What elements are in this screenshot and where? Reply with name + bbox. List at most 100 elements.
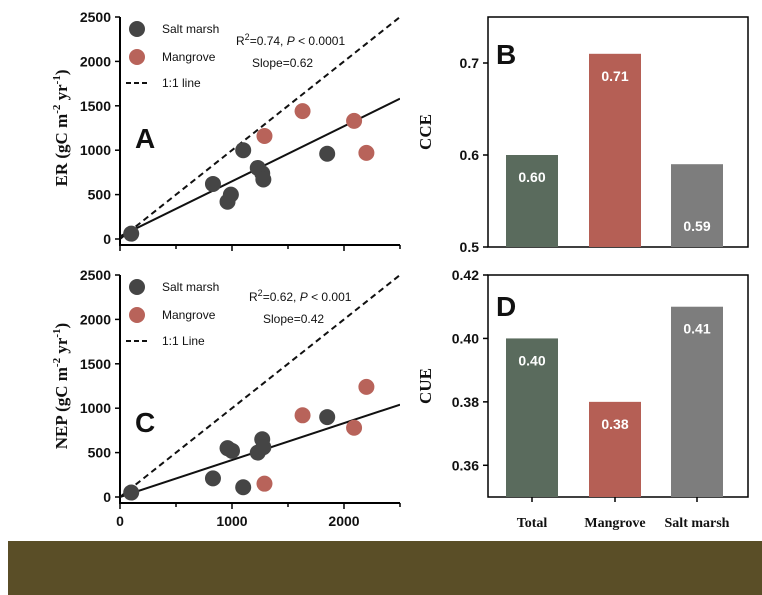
- data-point-mangrove: [358, 378, 375, 395]
- annotation-r-exp: 2: [258, 288, 263, 298]
- data-point-salt-marsh: [204, 175, 221, 192]
- y-tick-label: 500: [88, 445, 112, 461]
- bar-salt-marsh: [671, 164, 723, 247]
- bar-total: [506, 338, 558, 497]
- y-axis-label-base: NEP (gC m: [52, 367, 71, 449]
- annotation-p-value: < 0.001: [308, 290, 352, 304]
- y-tick-label: 1000: [80, 400, 111, 416]
- y-axis-label-exp: -1: [51, 75, 63, 84]
- data-point-mangrove: [346, 419, 363, 436]
- data-point-salt-marsh: [235, 479, 252, 496]
- y-axis-label-end: ): [52, 323, 71, 329]
- bar-value-label: 0.59: [683, 218, 710, 234]
- y-tick-label: 2500: [80, 267, 111, 283]
- legend-label: Salt marsh: [162, 280, 219, 294]
- y-tick-label: 0: [103, 231, 111, 247]
- y-tick-label: 0.38: [452, 394, 479, 410]
- data-point-mangrove: [294, 103, 311, 120]
- bar-value-label: 0.60: [518, 169, 545, 185]
- annotation-r: R: [236, 34, 245, 48]
- data-point-salt-marsh: [123, 484, 140, 501]
- bar-value-label: 0.40: [518, 352, 545, 368]
- y-axis-label-end: ): [52, 69, 71, 75]
- y-axis-label-mid: yr: [52, 337, 71, 358]
- bar-value-label: 0.38: [601, 416, 628, 432]
- bar-mangrove: [589, 53, 641, 247]
- y-tick-label: 0.7: [460, 55, 480, 71]
- y-axis-label-exp: -2: [51, 357, 63, 367]
- obscured-footer-band: [8, 541, 762, 595]
- y-tick-label: 1000: [80, 142, 111, 158]
- y-tick-label: 500: [88, 187, 112, 203]
- y-tick-label: 2500: [80, 9, 111, 25]
- bar-total: [506, 155, 558, 247]
- data-point-salt-marsh: [204, 470, 221, 487]
- y-axis-label: CUE: [416, 368, 435, 404]
- bar-value-label: 0.41: [683, 321, 710, 337]
- annotation-p: P: [300, 290, 308, 304]
- bar-salt-marsh: [671, 306, 723, 497]
- x-tick-label: 2000: [328, 513, 359, 529]
- legend-label: Mangrove: [162, 308, 216, 322]
- scatter-panel-a: 0 500 1000 1500 2000 2500 ER (gC m-2 yr-1) Salt…: [51, 9, 401, 251]
- y-tick-label: 2000: [80, 53, 111, 69]
- annotation-stats: R2=0.74, P < 0.0001: [236, 32, 345, 48]
- y-tick-label: 1500: [80, 356, 111, 372]
- data-point-salt-marsh: [255, 439, 272, 456]
- x-tick-label: 0: [116, 513, 124, 529]
- data-point-mangrove: [358, 144, 375, 161]
- scatter-panel-c: 0 500 1000 1500 2000 2500 0 1000 2000 NEP (gC m-2…: [51, 267, 401, 529]
- panel-letter: B: [496, 39, 516, 70]
- y-axis-label: NEP (gC m-2 yr-1): [51, 323, 71, 449]
- data-point-salt-marsh: [255, 171, 272, 188]
- y-tick-label: 0.36: [452, 457, 479, 473]
- bar-mangrove: [589, 401, 641, 497]
- y-tick-label: 0.5: [460, 239, 480, 255]
- x-tick-label: Mangrove: [584, 516, 645, 531]
- panel-letter: A: [135, 123, 155, 154]
- data-point-salt-marsh: [235, 142, 252, 159]
- x-tick-label: Salt marsh: [665, 516, 730, 531]
- annotation-slope: Slope=0.42: [263, 312, 324, 326]
- annotation-p: P: [287, 34, 295, 48]
- legend-label: Salt marsh: [162, 22, 219, 36]
- bar-panel-b: 0.5 0.6 0.7 CCE 0.60 0.71 0.59 B: [416, 16, 749, 255]
- legend-marker: [129, 49, 145, 65]
- data-point-salt-marsh: [123, 225, 140, 242]
- y-tick-label: 0: [103, 489, 111, 505]
- y-tick-label: 0.6: [460, 147, 480, 163]
- x-tick-label: Total: [517, 516, 548, 531]
- y-tick-label: 0.40: [452, 330, 479, 346]
- annotation-r: R: [249, 290, 258, 304]
- legend-label: 1:1 line: [162, 76, 201, 90]
- y-axis-label-mid: yr: [52, 84, 71, 105]
- y-tick-label: 2000: [80, 311, 111, 327]
- legend-marker: [129, 279, 145, 295]
- y-axis-label-base: ER (gC m: [52, 114, 71, 187]
- panel-letter: C: [135, 407, 155, 438]
- data-point-mangrove: [346, 112, 363, 129]
- legend-label: 1:1 Line: [162, 334, 205, 348]
- annotation-r-value: =0.74,: [250, 34, 287, 48]
- data-point-salt-marsh: [319, 409, 336, 426]
- y-axis-label: ER (gC m-2 yr-1): [51, 69, 71, 186]
- data-point-mangrove: [294, 407, 311, 424]
- y-tick-label: 1500: [80, 98, 111, 114]
- bar-value-label: 0.71: [601, 68, 628, 84]
- annotation-stats: R2=0.62, P < 0.001: [249, 288, 352, 304]
- data-point-salt-marsh: [222, 186, 239, 203]
- bar-panel-d: 0.36 0.38 0.40 0.42 CUE 0.40 Total 0.38 Mangrove…: [416, 267, 749, 531]
- annotation-r-exp: 2: [245, 32, 250, 42]
- panel-letter: D: [496, 291, 516, 322]
- data-point-mangrove: [256, 127, 273, 144]
- y-axis-label: CCE: [416, 114, 435, 150]
- y-axis-label-exp: -2: [51, 104, 63, 114]
- annotation-p-value: < 0.0001: [295, 34, 346, 48]
- y-axis-label-exp: -1: [51, 328, 63, 337]
- annotation-slope: Slope=0.62: [252, 56, 313, 70]
- legend-marker: [129, 307, 145, 323]
- data-point-salt-marsh: [319, 145, 336, 162]
- data-point-mangrove: [256, 475, 273, 492]
- legend-label: Mangrove: [162, 50, 216, 64]
